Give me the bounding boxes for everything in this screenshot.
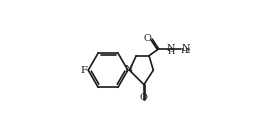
Text: N: N (166, 44, 175, 53)
Text: F: F (80, 66, 88, 75)
Text: N: N (182, 44, 190, 53)
Text: O: O (144, 34, 152, 43)
Text: 2: 2 (186, 47, 190, 55)
Text: N: N (125, 65, 133, 74)
Text: H: H (181, 47, 188, 55)
Text: O: O (140, 93, 148, 102)
Text: H: H (167, 48, 174, 56)
